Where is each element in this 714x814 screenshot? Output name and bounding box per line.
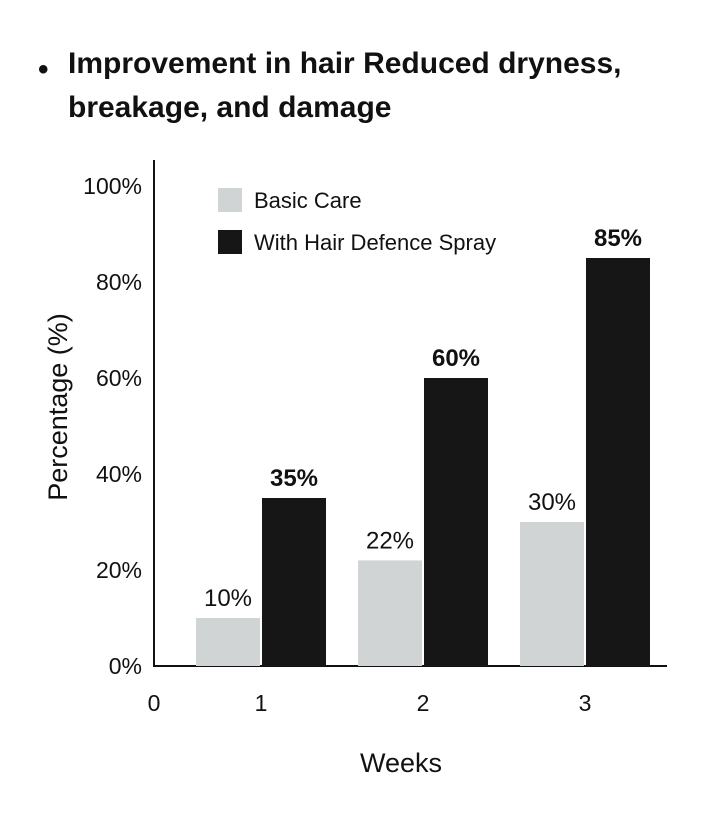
bar-value-label: 10% [204,585,252,612]
x-tick-label: 1 [255,690,268,716]
x-axis-title: Weeks [360,748,442,778]
bar-value-labels: 10% 22% 30% 35% 60% 85% [204,225,642,612]
bars [196,258,650,666]
legend: Basic Care With Hair Defence Spray [218,188,496,255]
legend-swatch [218,230,242,254]
bar-value-label: 22% [366,527,414,554]
x-tick-label: 3 [579,690,592,716]
x-tick-labels: 1 2 3 [255,690,592,716]
legend-swatch [218,188,242,212]
bar-hair-defence-spray [262,498,326,666]
y-tick-label: 0% [109,653,142,679]
y-axis-title: Percentage (%) [43,313,73,501]
bar-value-label: 30% [528,489,576,516]
bar-value-label: 85% [594,225,642,252]
bar-basic-care [196,618,260,666]
y-tick-label: 80% [96,269,142,295]
x-tick-label: 2 [417,690,430,716]
bar-value-label: 35% [270,465,318,492]
bar-basic-care [358,560,422,666]
bullet-icon: • [38,53,49,86]
bar-hair-defence-spray [424,378,488,666]
chart-heading: • Improvement in hair Reduced dryness, b… [38,42,678,130]
y-tick-label: 20% [96,557,142,583]
bar-value-label: 60% [432,345,480,372]
y-tick-label: 60% [96,365,142,391]
y-tick-label: 100% [83,173,142,199]
heading-text: Improvement in hair Reduced dryness, bre… [68,47,622,124]
bar-basic-care [520,522,584,666]
y-tick-labels: 0% 20% 40% 60% 80% 100% [83,173,142,679]
legend-label: Basic Care [254,188,362,213]
y-tick-label: 40% [96,461,142,487]
legend-label: With Hair Defence Spray [254,230,496,255]
x-origin-label: 0 [148,690,161,716]
bar-hair-defence-spray [586,258,650,666]
